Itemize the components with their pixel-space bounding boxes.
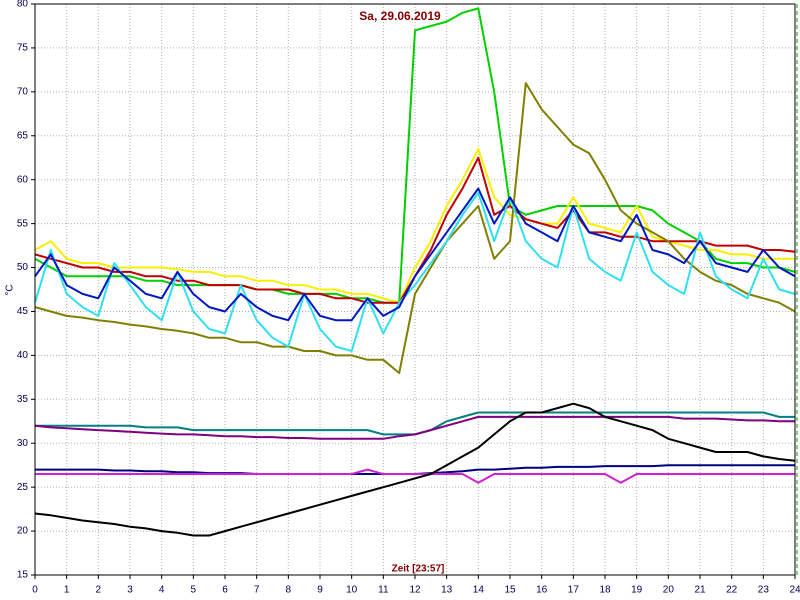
x-tick-label: 10: [346, 585, 358, 596]
x-tick-label: 16: [536, 585, 548, 596]
x-tick-label: 0: [32, 585, 38, 596]
series-line: [34, 415, 795, 440]
series-line: [34, 191, 796, 352]
x-tick-label: 4: [159, 585, 165, 596]
lines: [34, 7, 796, 537]
x-tick-label: 21: [694, 585, 706, 596]
y-tick-label: 35: [17, 394, 29, 405]
x-tick-label: 23: [758, 585, 770, 596]
series-line: [34, 82, 796, 374]
x-tick-label: 7: [254, 585, 260, 596]
x-axis-label: Zeit [23:57]: [392, 564, 445, 575]
x-tick-label: 8: [286, 585, 292, 596]
y-tick-label: 65: [17, 130, 29, 141]
x-tick-label: 2: [96, 585, 102, 596]
y-tick-label: 15: [17, 570, 29, 581]
series-line: [35, 468, 795, 484]
x-tick-label: 5: [191, 585, 197, 596]
x-tick-label: 18: [599, 585, 611, 596]
x-tick-label: 22: [726, 585, 738, 596]
y-tick-label: 45: [17, 306, 29, 317]
y-tick-label: 40: [17, 350, 29, 361]
series-line: [34, 187, 796, 322]
x-tick-label: 20: [663, 585, 675, 596]
x-tick-label: 9: [317, 585, 323, 596]
y-tick-label: 50: [17, 262, 29, 273]
y-tick-label: 30: [17, 438, 29, 449]
x-tick-label: 6: [222, 585, 228, 596]
x-tick-label: 14: [473, 585, 485, 596]
y-tick-label: 70: [17, 86, 29, 97]
y-tick-label: 20: [17, 526, 29, 537]
x-tick-label: 17: [568, 585, 580, 596]
series-line: [34, 7, 796, 304]
y-tick-label: 25: [17, 482, 29, 493]
y-tick-label: 60: [17, 174, 29, 185]
y-tick-label: 80: [17, 0, 29, 10]
series-line: [34, 402, 796, 537]
x-tick-label: 13: [441, 585, 453, 596]
x-tick-label: 19: [631, 585, 643, 596]
y-tick-label: 55: [17, 218, 29, 229]
x-tick-label: 12: [409, 585, 421, 596]
x-tick-label: 15: [504, 585, 516, 596]
x-tick-label: 3: [127, 585, 133, 596]
y-tick-label: 75: [17, 43, 29, 54]
y-axis-label: °C: [5, 284, 16, 295]
chart-title: Sa, 29.06.2019: [359, 9, 441, 23]
x-tick-label: 1: [64, 585, 70, 596]
x-tick-label: 24: [789, 585, 800, 596]
x-tick-label: 11: [378, 585, 389, 596]
